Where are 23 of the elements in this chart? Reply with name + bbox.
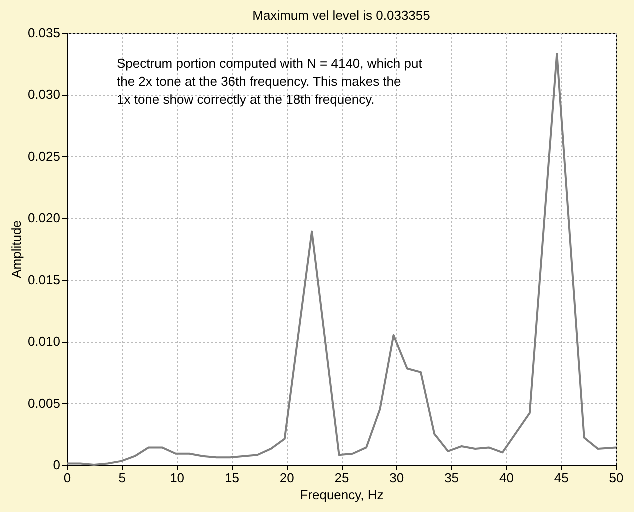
y-tick-label: 0 — [53, 458, 60, 472]
y-tick-label: 0.030 — [28, 87, 60, 102]
x-axis-title: Frequency, Hz — [300, 488, 384, 502]
x-tick-label: 5 — [118, 470, 126, 486]
y-axis-title: Amplitude — [8, 220, 24, 278]
x-tick-label: 10 — [170, 470, 185, 486]
y-tick-label: 0.020 — [28, 210, 60, 226]
x-tick-label: 15 — [224, 470, 240, 486]
y-tick-label: 0.015 — [28, 272, 60, 288]
x-tick-label: 35 — [444, 470, 460, 486]
x-tick-label: 30 — [390, 470, 404, 486]
x-tick-label: 0 — [64, 470, 72, 486]
y-tick-label: 0.035 — [28, 26, 60, 40]
chart-title: Maximum vel level is 0.033355 — [252, 8, 430, 23]
y-tick-label: 0.010 — [28, 334, 60, 350]
x-tick-label: 20 — [280, 470, 294, 486]
annotation: Spectrum portion computed with N = 4140, which put the 2x tone at the 36th frequency. This makes the 1x tone show correctly at the 18th frequency. — [117, 56, 423, 107]
x-tick-label: 45 — [554, 470, 569, 486]
x-tick-label: 50 — [609, 470, 624, 486]
y-tick-label: 0.025 — [28, 148, 60, 164]
y-tick-label: 0.005 — [28, 396, 60, 411]
x-tick-label: 25 — [334, 470, 350, 486]
x-tick-label: 40 — [499, 470, 514, 486]
